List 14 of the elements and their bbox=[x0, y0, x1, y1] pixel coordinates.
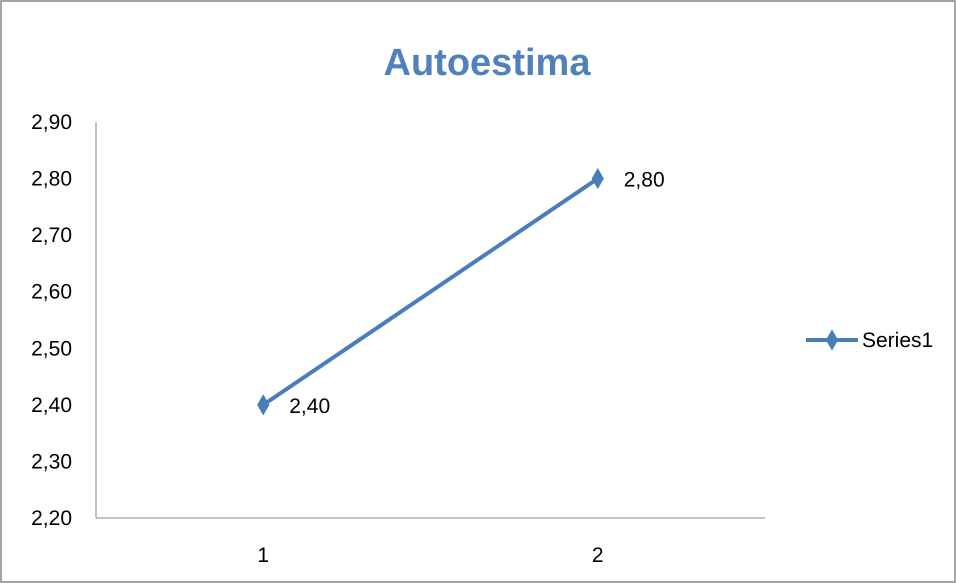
data-label: 2,80 bbox=[624, 168, 665, 192]
x-tick-label: 1 bbox=[257, 544, 270, 567]
y-tick-label: 2,70 bbox=[31, 224, 72, 248]
x-tick-label: 2 bbox=[592, 544, 604, 567]
data-label: 2,40 bbox=[289, 394, 330, 418]
y-tick-label: 2,80 bbox=[31, 168, 72, 191]
legend-label: Series1 bbox=[862, 329, 934, 352]
y-tick-label: 2,90 bbox=[31, 111, 72, 134]
y-tick-label: 2,30 bbox=[31, 450, 72, 474]
chart-title: Autoestima bbox=[384, 42, 592, 84]
y-tick-label: 2,20 bbox=[31, 507, 72, 530]
y-tick-label: 2,40 bbox=[31, 394, 72, 417]
y-tick-label: 2,50 bbox=[31, 337, 72, 360]
y-tick-label: 2,60 bbox=[31, 280, 72, 304]
